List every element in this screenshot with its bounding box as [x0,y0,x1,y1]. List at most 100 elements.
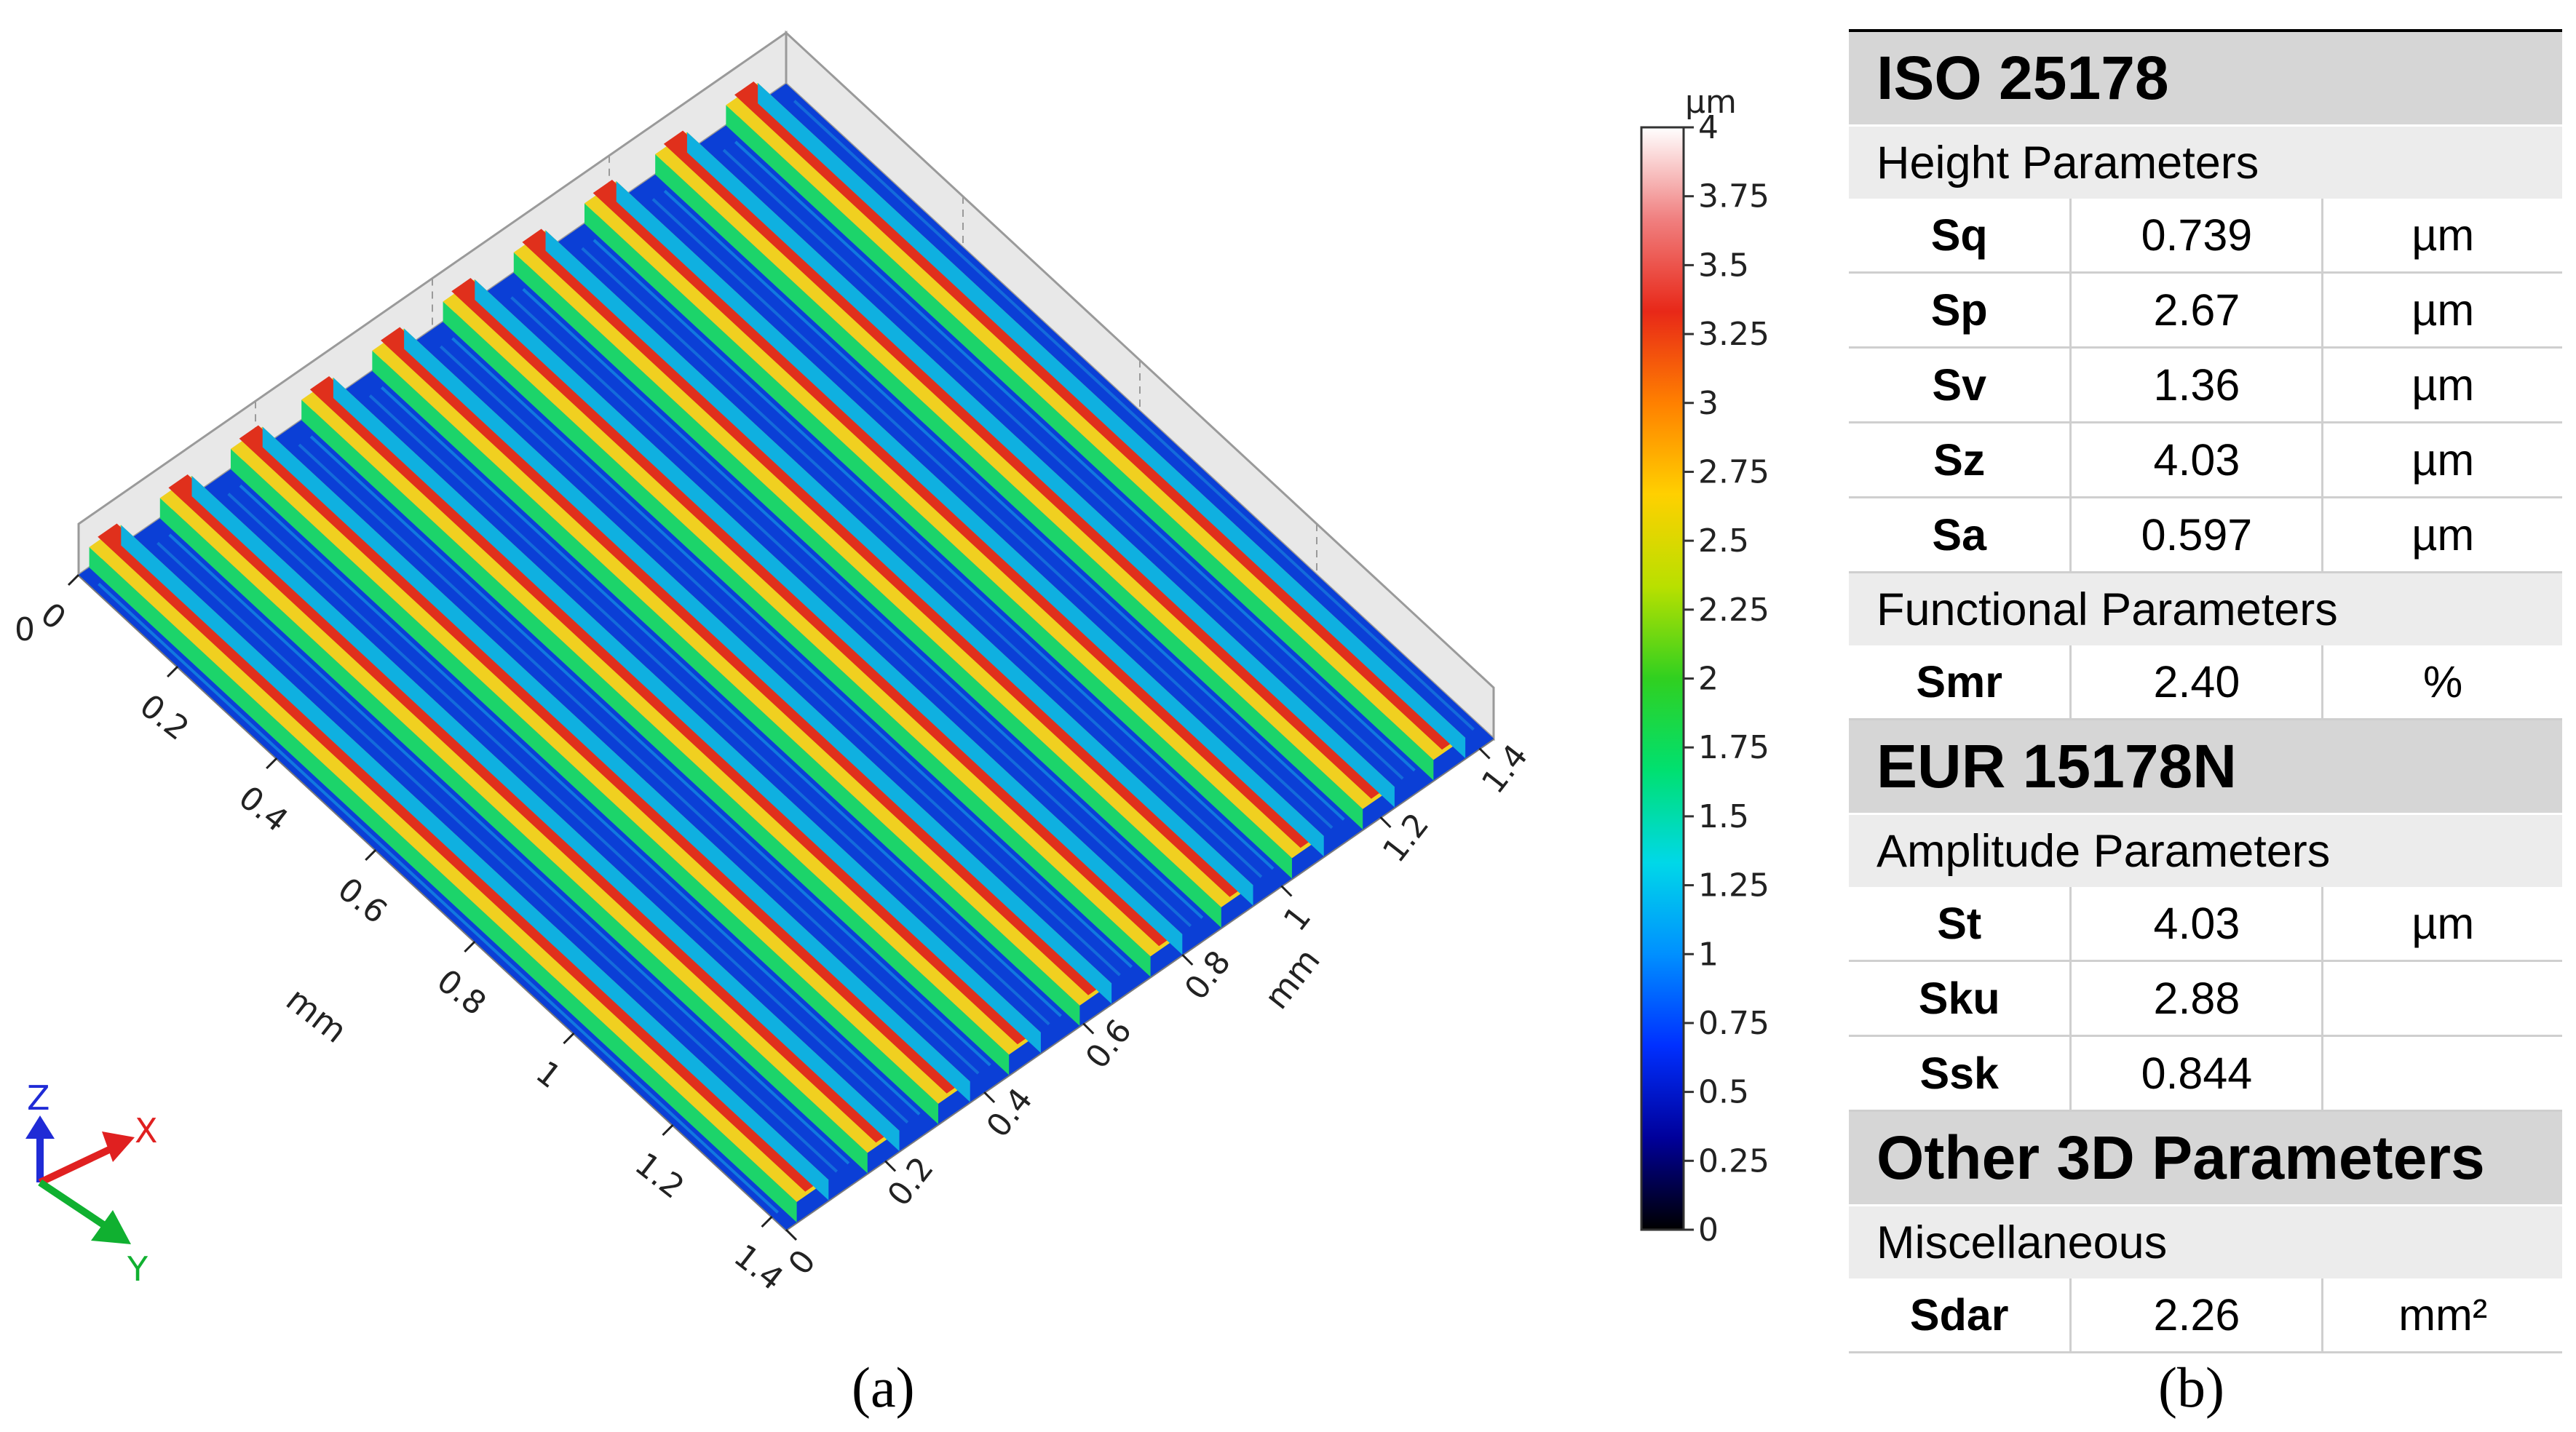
ridge-back-flank [404,328,1112,1004]
x-tick-mark [365,848,377,862]
group-title: Functional Parameters [1849,571,2562,645]
parameter-row: Ssk 0.844 [1849,1035,2562,1112]
group-title: Miscellaneous [1849,1204,2562,1278]
colorbar-unit: µm [1685,84,1737,121]
x-tick-mark [563,1032,575,1045]
x-tick-mark [761,1215,773,1228]
parameter-row: Sa 0.597 µm [1849,497,2562,573]
group-header: Amplitude Parameters [1849,813,2562,887]
colorbar-tick-label: 0.75 [1698,1005,1769,1042]
standard-header: ISO 25178 [1849,32,2562,126]
parameter-value: 2.40 [2070,645,2324,720]
colorbar-tick-label: 0.25 [1698,1142,1769,1180]
y-tick-mark [1478,747,1491,760]
z-arrow-head [25,1115,55,1139]
surface [79,81,1494,1230]
ridge-flank [89,546,797,1222]
ridge-back-flank [121,525,829,1201]
parameter-value: 2.88 [2070,960,2324,1037]
ridge-back-flank [545,230,1253,906]
surface-streak [734,140,1416,772]
parameter-row: Sp 2.67 µm [1849,272,2562,349]
standard-title: Other 3D Parameters [1849,1110,2562,1206]
x-tick-label: 1.4 [727,1237,790,1297]
ridge-back-flank [333,378,1041,1053]
ridge-flank [372,350,1080,1026]
standard-title: EUR 15178N [1849,719,2562,814]
ridge-back-flank [616,181,1324,856]
y-arrow-head [91,1210,131,1244]
caption-a: (a) [852,1355,915,1420]
colorbar-tick-label: 2.5 [1698,522,1749,560]
parameter-value: 0.597 [2070,497,2324,573]
colorbar-tick-label: 2.75 [1698,453,1769,490]
y-tick-mark [1082,1022,1095,1035]
colorbar-tick-label: 1.5 [1698,798,1749,835]
surface-streak [510,296,1192,928]
parameter-row: Sdar 2.26 mm² [1849,1278,2562,1353]
parameter-unit: mm² [2322,1278,2562,1353]
surface-streak [156,541,839,1173]
z-axis-label: Z [27,1078,50,1118]
parameter-row: Sku 2.88 [1849,960,2562,1037]
y-tick-mark [983,1091,996,1104]
surface-3d-plot: 00.20.40.60.811.21.4 00.20.40.60.811.21.… [15,30,1769,1298]
ridge-back-flank [475,279,1183,955]
standard-header: EUR 15178N [1849,719,2562,814]
x-tick-mark [67,573,80,586]
parameter-value: 1.36 [2070,347,2324,423]
surface-streak [239,484,921,1115]
x-tick-mark [464,940,476,953]
parameter-row: Sq 0.739 µm [1849,199,2562,274]
colorbar-tick-label: 0 [1698,1212,1719,1249]
ridge-flank [230,448,938,1124]
y-tick-label: 1 [1277,899,1318,938]
x-tick-mark [662,1123,674,1137]
surface-streak [581,247,1263,878]
x-tick-label: 0.2 [132,687,196,747]
surface-streak [168,533,850,1165]
standard-header: Other 3D Parameters [1849,1110,2562,1206]
surface-streak [98,582,780,1214]
y-axis-letter: Y [127,1249,148,1289]
parameter-unit: µm [2322,347,2562,423]
ridge-flank [513,252,1221,928]
ridge-flank [655,154,1363,830]
y-tick-mark [785,1228,798,1241]
parameter-name: St [1849,887,2072,962]
parameter-name: Sa [1849,497,2072,573]
x-tick-mark [167,665,179,678]
parameter-name: Sku [1849,960,2072,1037]
colorbar-tick-label: 3.75 [1698,178,1769,215]
parameter-unit: µm [2322,272,2562,349]
colorbar-tick-label: 0.5 [1698,1074,1749,1111]
x-axis-arrow [38,1146,111,1186]
parameter-name: Smr [1849,645,2072,720]
colorbar-tick-label: 3.5 [1698,247,1749,284]
surface-streak [298,443,980,1075]
ridge-back-flank [262,426,970,1102]
y-tick-mark [1280,885,1293,897]
y-tick-label: 0 [781,1243,823,1281]
surface-streak [380,386,1062,1017]
x-tick-label: 0 [33,595,72,637]
surface-streak [522,287,1204,919]
ridge-back-flank [191,476,900,1151]
colorbar-tick-label: 3.25 [1698,316,1769,353]
caption-b-text: (b) [2158,1356,2224,1419]
z-axis-tick: 0 [15,611,35,648]
parameter-unit: % [2322,645,2562,720]
y-tick-mark [884,1160,897,1172]
parameter-unit: µm [2322,497,2562,573]
ridge-flank [301,399,1010,1075]
surface-plot-panel: 0 0.2 0.4 0.6 0.8 1 1.2 1.4 0 0.2 0.4 0.6 0.8 1 1.2 1.… [15,30,1769,1420]
colorbar-gradient [1640,126,1685,1231]
x-tick-label: 0.8 [430,962,494,1022]
parameter-value: 2.26 [2070,1278,2324,1353]
surface-streak [663,189,1345,821]
group-title: Height Parameters [1849,124,2562,199]
surface-streak [451,337,1133,968]
y-tick-mark [1181,953,1194,966]
colorbar-tick-label: 1 [1698,936,1719,973]
orientation-triad: Z X Y [25,1078,158,1289]
